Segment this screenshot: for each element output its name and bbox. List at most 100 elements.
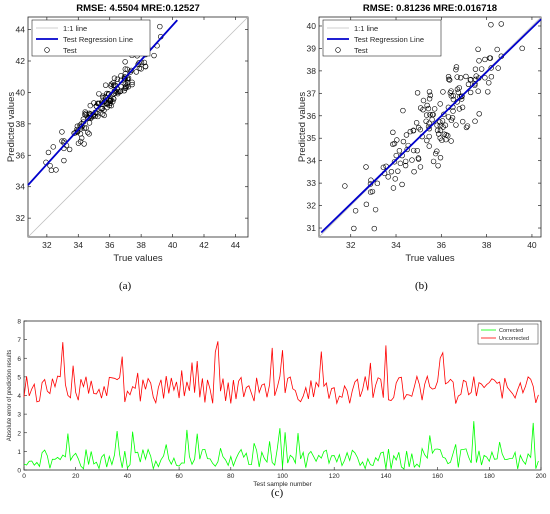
legend-label-regression: Test Regression Line xyxy=(354,35,424,44)
scatter-point-b xyxy=(400,138,407,145)
scatter-point-b xyxy=(427,92,434,99)
scatter-point-b xyxy=(411,169,417,175)
scatter-point-a xyxy=(111,82,118,88)
scatter-point-a xyxy=(129,79,135,86)
scatter-point-b xyxy=(393,152,399,159)
scatter-point-b xyxy=(410,147,417,154)
scatter-point-b xyxy=(437,135,443,141)
y-tick-label: 39 xyxy=(307,43,317,53)
scatter-point-b xyxy=(391,159,398,165)
scatter-point-b xyxy=(380,164,387,171)
scatter-point-b xyxy=(426,133,432,140)
y-tick-label: 35 xyxy=(307,133,317,143)
series-line-uncorrected xyxy=(23,341,539,405)
scatter-point-a xyxy=(100,95,106,101)
scatter-point-b xyxy=(385,174,391,180)
x-tick-label: 32 xyxy=(346,240,356,250)
scatter-point-b xyxy=(407,128,413,135)
scatter-point-a xyxy=(80,116,87,122)
scatter-point-b xyxy=(391,140,398,147)
scatter-point-b xyxy=(437,127,444,134)
y-tick-label: 7 xyxy=(17,337,21,344)
x-axis-label-a: True values xyxy=(113,253,163,264)
scatter-point-b xyxy=(396,148,403,154)
y-tick-label: 4 xyxy=(17,393,21,400)
scatter-point-b xyxy=(495,65,501,71)
scatter-point-a xyxy=(81,125,88,131)
scatter-point-b xyxy=(453,122,459,128)
scatter-point-a xyxy=(81,141,87,147)
scatter-point-b xyxy=(423,118,429,124)
scatter-point-b xyxy=(473,73,479,79)
legend-box-a xyxy=(31,19,151,57)
scatter-point-b xyxy=(437,154,444,161)
scatter-point-a xyxy=(102,82,109,88)
scatter-point-b xyxy=(425,105,432,112)
scatter-point-a xyxy=(59,138,65,144)
x-tick-label: 36 xyxy=(105,240,115,250)
scatter-point-b xyxy=(445,133,451,139)
scatter-point-b xyxy=(420,106,426,113)
scatter-point-a xyxy=(114,76,121,83)
x-tick-label: 40 xyxy=(124,473,132,480)
scatter-point-b xyxy=(395,168,401,174)
scatter-point-b xyxy=(414,147,420,154)
scatter-point-a xyxy=(127,69,134,75)
scatter-point-b xyxy=(430,158,437,165)
scatter-point-a xyxy=(74,123,81,129)
scatter-point-b xyxy=(482,75,488,81)
scatter-point-b xyxy=(342,183,348,189)
x-tick-label: 34 xyxy=(391,240,401,250)
scatter-point-a xyxy=(122,85,129,91)
scatter-point-b xyxy=(441,111,447,118)
y-tick-label: 1 xyxy=(17,449,21,456)
x-tick-label: 44 xyxy=(231,240,241,250)
scatter-point-a xyxy=(125,75,132,81)
scatter-point-a xyxy=(138,66,144,72)
scatter-point-b xyxy=(454,74,460,80)
scatter-point-b xyxy=(450,96,457,103)
scatter-point-b xyxy=(453,66,459,73)
scatter-point-a xyxy=(108,83,114,89)
x-tick-label: 80 xyxy=(227,473,235,480)
plot-frame-c xyxy=(23,320,542,471)
scatter-point-a xyxy=(47,163,53,169)
y-tick-label: 38 xyxy=(16,119,26,129)
scatter-point-b xyxy=(485,89,491,95)
x-tick-label: 34 xyxy=(74,240,84,250)
legend-label-test: Test xyxy=(63,46,78,55)
scatter-point-a xyxy=(82,111,88,118)
x-tick-label: 38 xyxy=(482,240,492,250)
y-axis-label-b: Predicted values xyxy=(297,92,308,162)
panel-label-a: (a) xyxy=(119,280,132,292)
scatter-point-b xyxy=(420,97,427,104)
legend-swatch-test xyxy=(44,47,50,53)
scatter-point-b xyxy=(456,106,463,112)
scatter-point-b xyxy=(467,77,474,83)
scatter-point-a xyxy=(61,157,67,164)
y-tick-label: 34 xyxy=(16,182,26,192)
scatter-point-b xyxy=(397,160,404,167)
y-tick-label: 37 xyxy=(307,88,317,98)
x-axis-label-c: Test sample number xyxy=(253,481,312,488)
scatter-point-a xyxy=(151,52,157,59)
scatter-point-b xyxy=(456,85,462,91)
scatter-point-b xyxy=(450,108,456,114)
scatter-point-a xyxy=(82,109,88,115)
y-tick-label: 34 xyxy=(307,156,317,166)
scatter-point-b xyxy=(446,76,452,83)
scatter-point-b xyxy=(459,104,466,111)
x-tick-label: 120 xyxy=(329,473,340,480)
scatter-point-a xyxy=(86,131,92,137)
scatter-point-b xyxy=(432,150,439,157)
scatter-point-a xyxy=(92,113,98,119)
scatter-point-b xyxy=(409,157,415,163)
scatter-point-b xyxy=(458,93,465,100)
x-tick-label: 20 xyxy=(72,473,80,480)
y-tick-label: 33 xyxy=(307,178,317,188)
y-tick-label: 32 xyxy=(16,213,26,223)
scatter-point-a xyxy=(85,129,91,136)
scatter-point-a xyxy=(66,146,73,153)
